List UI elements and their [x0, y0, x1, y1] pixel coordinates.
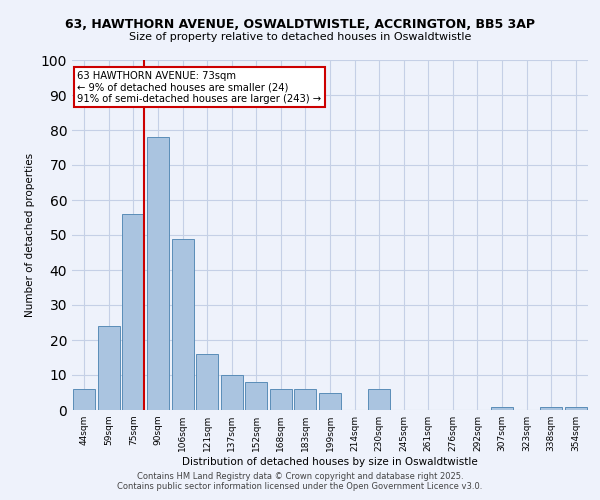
Bar: [295, 389, 316, 410]
Text: Size of property relative to detached houses in Oswaldtwistle: Size of property relative to detached ho…: [129, 32, 471, 42]
Bar: [172, 238, 194, 410]
Bar: [540, 406, 562, 410]
Bar: [245, 382, 268, 410]
Bar: [319, 392, 341, 410]
Bar: [196, 354, 218, 410]
Bar: [491, 406, 513, 410]
Bar: [98, 326, 120, 410]
Y-axis label: Number of detached properties: Number of detached properties: [25, 153, 35, 317]
Bar: [122, 214, 145, 410]
Bar: [221, 375, 243, 410]
Text: 63, HAWTHORN AVENUE, OSWALDTWISTLE, ACCRINGTON, BB5 3AP: 63, HAWTHORN AVENUE, OSWALDTWISTLE, ACCR…: [65, 18, 535, 30]
Text: 63 HAWTHORN AVENUE: 73sqm
← 9% of detached houses are smaller (24)
91% of semi-d: 63 HAWTHORN AVENUE: 73sqm ← 9% of detach…: [77, 70, 321, 104]
Bar: [147, 137, 169, 410]
Bar: [270, 389, 292, 410]
Text: Contains HM Land Registry data © Crown copyright and database right 2025.
Contai: Contains HM Land Registry data © Crown c…: [118, 472, 482, 491]
Bar: [565, 406, 587, 410]
Bar: [73, 389, 95, 410]
Bar: [368, 389, 390, 410]
X-axis label: Distribution of detached houses by size in Oswaldtwistle: Distribution of detached houses by size …: [182, 457, 478, 467]
